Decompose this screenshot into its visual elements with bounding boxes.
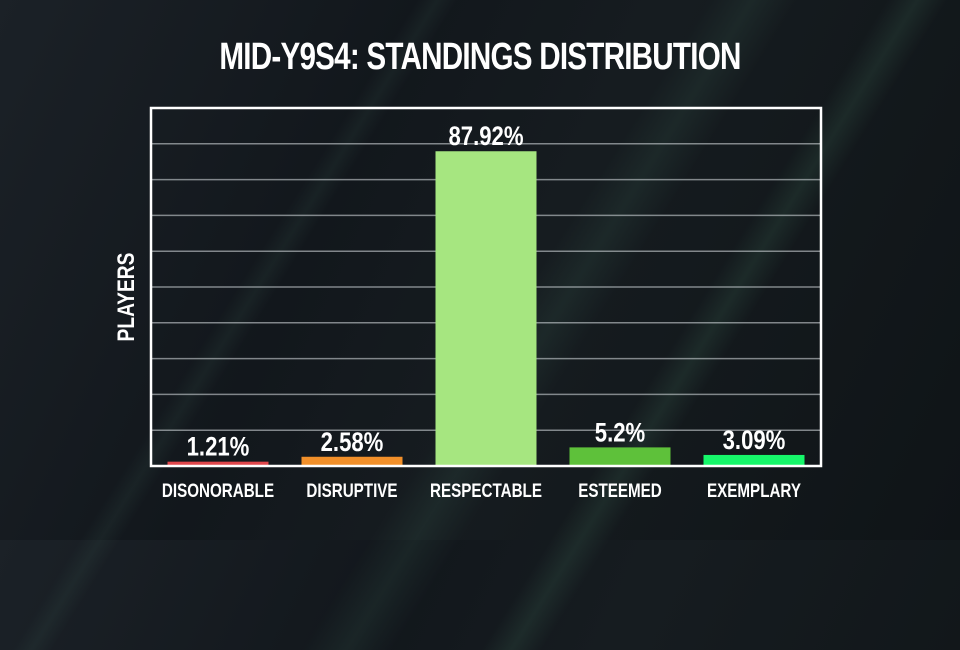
bar-esteemed [569,447,671,466]
category-label: EXEMPLARY [707,479,801,501]
category-label: ESTEEMED [578,479,662,501]
plot-frame [149,106,823,468]
bar-disonorable [167,461,269,466]
value-label: 2.58% [321,428,384,458]
value-label: 1.21% [187,433,250,463]
value-label: 5.2% [595,418,645,448]
category-label: DISONORABLE [162,479,274,501]
chart-title: MID-Y9S4: STANDINGS DISTRIBUTION [219,36,741,78]
value-label: 3.09% [723,426,786,456]
category-label: RESPECTABLE [430,479,542,501]
value-label: 87.92% [448,122,523,152]
bar-disruptive [301,456,403,466]
category-label: DISRUPTIVE [306,479,397,501]
bar-chart: 1.21% DISONORABLE 2.58% DISRUPTIVE 87.92% RES… [149,106,823,501]
bar-exemplary [703,454,805,466]
bar-respectable [435,151,537,466]
